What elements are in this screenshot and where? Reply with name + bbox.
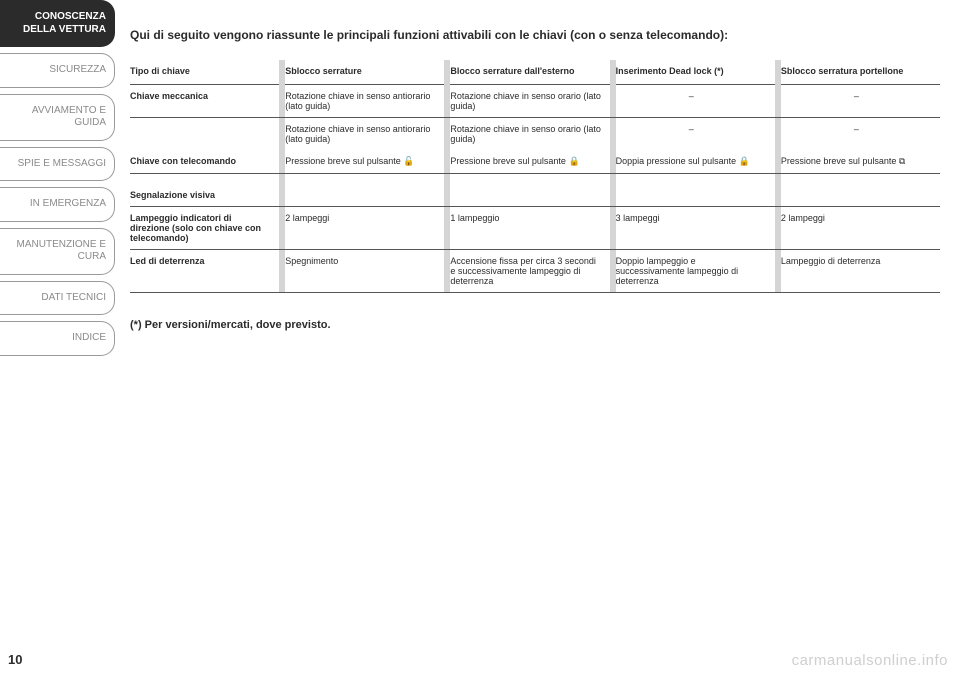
footnote: (*) Per versioni/mercati, dove previsto. <box>130 319 940 331</box>
sidebar-label: MANUTENZIONE E CURA <box>6 239 106 264</box>
sidebar-item-conoscenza[interactable]: CONOSCENZA DELLA VETTURA <box>0 0 115 47</box>
table-row: Chiave con telecomando Pressione breve s… <box>130 150 940 174</box>
cell: 2 lampeggi <box>285 207 444 250</box>
row-lead: Lampeggio indicatori di direzione (solo … <box>130 207 279 250</box>
section-header: Segnalazione visiva <box>130 174 279 207</box>
sidebar-label: SICUREZZA <box>6 64 106 77</box>
cell: 2 lampeggi <box>781 207 940 250</box>
cell-text: Doppia pressione sul pulsante <box>616 156 737 166</box>
cell-text: Pressione breve sul pulsante <box>450 156 566 166</box>
sidebar-label: DATI TECNICI <box>6 292 106 305</box>
cell: Accensione fissa per circa 3 secondi e s… <box>450 250 609 293</box>
empty-cell <box>781 174 940 207</box>
cell: Spegnimento <box>285 250 444 293</box>
sidebar-label: AVVIAMENTO E GUIDA <box>6 105 106 130</box>
sidebar-item-spie[interactable]: SPIE E MESSAGGI <box>0 147 115 182</box>
table-row: Lampeggio indicatori di direzione (solo … <box>130 207 940 250</box>
cell: Rotazione chiave in senso antiorario (la… <box>285 85 444 118</box>
row-lead: Led di deterrenza <box>130 250 279 293</box>
sidebar-item-avviamento[interactable]: AVVIAMENTO E GUIDA <box>0 94 115 141</box>
sidebar-item-dati-tecnici[interactable]: DATI TECNICI <box>0 281 115 316</box>
lock-icon <box>739 156 750 166</box>
cell: Lampeggio di deterrenza <box>781 250 940 293</box>
table-row: Chiave meccanica Rotazione chiave in sen… <box>130 85 940 118</box>
empty-cell <box>616 174 775 207</box>
sidebar-item-indice[interactable]: INDICE <box>0 321 115 356</box>
empty-cell <box>450 174 609 207</box>
cell: Pressione breve sul pulsante <box>781 150 940 174</box>
cell: Doppio lampeggio e successivamente lampe… <box>616 250 775 293</box>
cell-text: Pressione breve sul pulsante <box>285 156 401 166</box>
table-row: Rotazione chiave in senso antiorario (la… <box>130 118 940 151</box>
cell: – <box>781 118 940 151</box>
sidebar-label: INDICE <box>6 332 106 345</box>
lock-icon <box>568 156 579 166</box>
sidebar-label: SPIE E MESSAGGI <box>6 158 106 171</box>
col-header-portellone: Sblocco serratura portellone <box>781 60 940 85</box>
empty-cell <box>285 174 444 207</box>
cell: Pressione breve sul pulsante <box>285 150 444 174</box>
watermark: carmanualsonline.info <box>792 652 948 669</box>
section-header-row: Segnalazione visiva <box>130 174 940 207</box>
page-content: Qui di seguito vengono riassunte le prin… <box>130 28 940 331</box>
key-functions-table: Tipo di chiave Sblocco serrature Blocco … <box>130 60 940 293</box>
row-lead: Chiave meccanica <box>130 85 279 118</box>
page-number: 10 <box>8 652 22 667</box>
sidebar-item-sicurezza[interactable]: SICUREZZA <box>0 53 115 88</box>
intro-text: Qui di seguito vengono riassunte le prin… <box>130 28 940 42</box>
cell: Doppia pressione sul pulsante <box>616 150 775 174</box>
cell: – <box>781 85 940 118</box>
row-lead: Chiave con telecomando <box>130 150 279 174</box>
sidebar-label: IN EMERGENZA <box>6 198 106 211</box>
sidebar-item-manutenzione[interactable]: MANUTENZIONE E CURA <box>0 228 115 275</box>
cell: Rotazione chiave in senso antiorario (la… <box>285 118 444 151</box>
col-header-blocco: Blocco serrature dall'esterno <box>450 60 609 85</box>
trunk-icon <box>899 156 905 166</box>
cell: 3 lampeggi <box>616 207 775 250</box>
col-header-deadlock: Inserimento Dead lock (*) <box>616 60 775 85</box>
sidebar-item-emergenza[interactable]: IN EMERGENZA <box>0 187 115 222</box>
col-header-sblocco: Sblocco serrature <box>285 60 444 85</box>
cell: – <box>616 118 775 151</box>
cell: Rotazione chiave in senso orario (lato g… <box>450 118 609 151</box>
table-row: Led di deterrenza Spegnimento Accensione… <box>130 250 940 293</box>
cell: – <box>616 85 775 118</box>
col-header-tipo: Tipo di chiave <box>130 60 279 85</box>
sidebar-nav: CONOSCENZA DELLA VETTURA SICUREZZA AVVIA… <box>0 0 115 677</box>
cell-text: Pressione breve sul pulsante <box>781 156 897 166</box>
cell: 1 lampeggio <box>450 207 609 250</box>
unlock-icon <box>403 156 414 166</box>
row-lead <box>130 118 279 151</box>
sidebar-label: CONOSCENZA DELLA VETTURA <box>6 11 106 36</box>
cell: Pressione breve sul pulsante <box>450 150 609 174</box>
cell: Rotazione chiave in senso orario (lato g… <box>450 85 609 118</box>
